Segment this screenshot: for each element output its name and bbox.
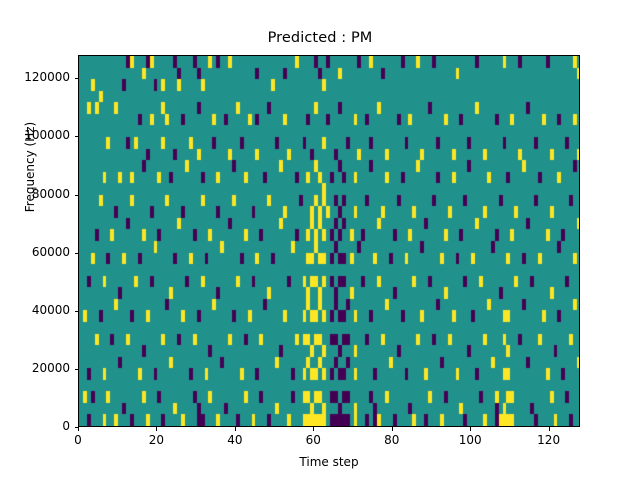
x-tick-mark <box>391 427 393 431</box>
x-axis-label: Time step <box>299 455 359 469</box>
y-tick-mark <box>74 427 78 428</box>
heatmap-canvas <box>79 56 579 426</box>
x-tick-mark <box>78 427 79 431</box>
y-tick-mark <box>74 78 78 80</box>
x-tick-label: 60 <box>305 433 321 447</box>
y-tick-label: 60000 <box>31 244 70 259</box>
heatmap-axes <box>78 55 580 427</box>
x-tick-mark <box>470 427 472 431</box>
y-tick-label: 120000 <box>24 70 70 85</box>
y-tick-label: 40000 <box>31 302 70 317</box>
y-tick-mark <box>74 136 78 138</box>
x-tick-mark <box>548 427 550 431</box>
x-tick-label: 20 <box>148 433 165 447</box>
y-tick-mark <box>74 194 78 196</box>
y-tick-label: 80000 <box>31 186 70 201</box>
y-tick-mark <box>74 368 78 370</box>
y-tick-mark <box>74 310 78 312</box>
y-tick-label: 100000 <box>24 128 70 143</box>
x-tick-label: 40 <box>227 433 243 447</box>
y-tick-label: 0 <box>62 419 70 433</box>
x-tick-mark <box>313 427 315 431</box>
x-tick-mark <box>234 427 236 431</box>
plot-title: Predicted : PM <box>267 30 373 46</box>
y-tick-mark <box>74 252 78 254</box>
y-axis-label: Frequency (Hz) <box>23 121 37 213</box>
y-tick-label: 20000 <box>31 360 70 375</box>
x-tick-label: 0 <box>74 433 82 447</box>
x-tick-label: 80 <box>384 433 400 447</box>
x-tick-label: 120 <box>537 433 561 447</box>
x-tick-label: 100 <box>458 433 482 447</box>
x-tick-mark <box>156 427 158 431</box>
